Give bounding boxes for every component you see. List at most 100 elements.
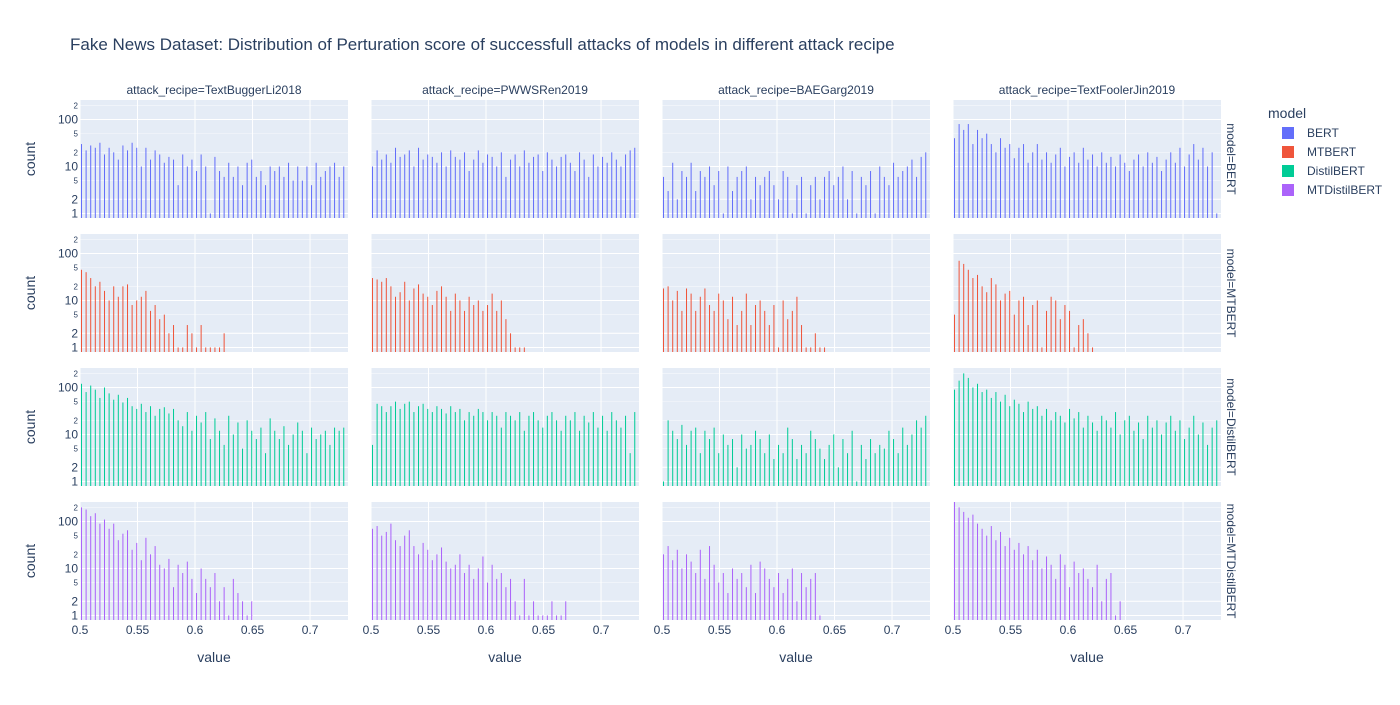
histogram-bar: [269, 418, 271, 486]
histogram-bar: [1096, 166, 1098, 218]
histogram-bar: [824, 176, 826, 218]
histogram-bar: [468, 564, 470, 620]
x-tick-label: 0.7: [1175, 623, 1192, 637]
histogram-bar: [473, 578, 475, 620]
y-minor-tick-label: 5: [74, 264, 79, 273]
histogram-bar: [546, 615, 548, 620]
histogram-bar: [182, 573, 184, 620]
histogram-bar: [491, 564, 493, 620]
y-minor-tick-label: 5: [74, 532, 79, 541]
histogram-bar: [1032, 305, 1034, 352]
histogram-bar: [560, 430, 562, 486]
histogram-bar: [150, 406, 152, 486]
legend-item[interactable]: BERT: [1282, 126, 1339, 140]
histogram-bar: [902, 427, 904, 486]
histogram-bar: [990, 526, 992, 620]
histogram-bar: [782, 593, 784, 620]
histogram-bar: [851, 430, 853, 486]
histogram-bar: [159, 408, 161, 486]
facet-panels: 12101005252countattack_recipe=TextBugger…: [22, 83, 1238, 665]
histogram-bar: [427, 296, 429, 352]
histogram-bar: [324, 171, 326, 218]
histogram-bar: [542, 427, 544, 486]
histogram-bar: [1188, 427, 1190, 486]
histogram-bar: [1069, 408, 1071, 486]
histogram-bar: [145, 537, 147, 620]
histogram-bar: [376, 279, 378, 352]
histogram-bar: [768, 325, 770, 352]
legend-item[interactable]: DistilBERT: [1282, 164, 1365, 178]
y-minor-tick-label: 2: [74, 550, 79, 559]
histogram-bar: [381, 281, 383, 352]
histogram-bar: [897, 453, 899, 486]
histogram-bar: [1096, 564, 1098, 620]
histogram-bar: [450, 406, 452, 486]
histogram-bar: [274, 430, 276, 486]
histogram-bar: [560, 156, 562, 218]
histogram-bar: [759, 185, 761, 218]
histogram-bar: [967, 517, 969, 620]
histogram-bar: [113, 152, 115, 218]
histogram-bar: [897, 176, 899, 218]
y-tick-label: 10: [65, 293, 79, 307]
histogram-bar: [441, 408, 443, 486]
histogram-bar: [1078, 325, 1080, 352]
histogram-bar: [182, 426, 184, 486]
histogram-bar: [704, 288, 706, 352]
histogram-bar: [436, 162, 438, 218]
histogram-bar: [833, 185, 835, 218]
histogram-bar: [977, 523, 979, 620]
histogram-bar: [782, 300, 784, 352]
histogram-bar: [1216, 213, 1218, 218]
series-bars: [81, 383, 345, 486]
histogram-bar: [958, 260, 960, 352]
histogram-bar: [773, 587, 775, 620]
histogram-bar: [242, 601, 244, 620]
histogram-bar: [883, 176, 885, 218]
y-axis-label: count: [22, 410, 38, 444]
histogram-bar: [173, 159, 175, 218]
histogram-bar: [634, 147, 636, 218]
histogram-bar: [787, 427, 789, 486]
histogram-bar: [163, 162, 165, 218]
histogram-bar: [242, 185, 244, 218]
histogram-bar: [750, 325, 752, 352]
histogram-bar: [427, 154, 429, 218]
histogram-bar: [209, 347, 211, 352]
histogram-bar: [663, 288, 665, 352]
histogram-bar: [413, 288, 415, 352]
histogram-bar: [441, 547, 443, 620]
histogram-bar: [477, 300, 479, 352]
legend-item[interactable]: MTBERT: [1282, 145, 1357, 159]
histogram-bar: [422, 293, 424, 352]
histogram-bar: [611, 412, 613, 486]
histogram-bar: [745, 166, 747, 218]
histogram-bar: [85, 272, 87, 352]
histogram-bar: [1041, 568, 1043, 620]
histogram-bar: [477, 408, 479, 486]
histogram-bar: [1013, 314, 1015, 352]
legend-item[interactable]: MTDistilBERT: [1282, 183, 1383, 197]
histogram-bar: [736, 176, 738, 218]
histogram-bar: [690, 430, 692, 486]
x-tick-label: 0.6: [769, 623, 786, 637]
histogram-bar: [1197, 159, 1199, 218]
histogram-bar: [713, 185, 715, 218]
histogram-bar: [173, 587, 175, 620]
histogram-bar: [667, 420, 669, 486]
histogram-bar: [602, 156, 604, 218]
histogram-bar: [127, 150, 129, 218]
histogram-bar: [505, 319, 507, 352]
histogram-bar: [972, 278, 974, 352]
plot-background: [80, 502, 348, 620]
histogram-bar: [154, 150, 156, 218]
histogram-bar: [565, 415, 567, 486]
histogram-bar: [487, 154, 489, 218]
histogram-bar: [113, 399, 115, 486]
histogram-bar: [454, 293, 456, 352]
histogram-bar: [159, 319, 161, 352]
histogram-bar: [173, 408, 175, 486]
histogram-bar: [778, 199, 780, 218]
histogram-bar: [805, 347, 807, 352]
